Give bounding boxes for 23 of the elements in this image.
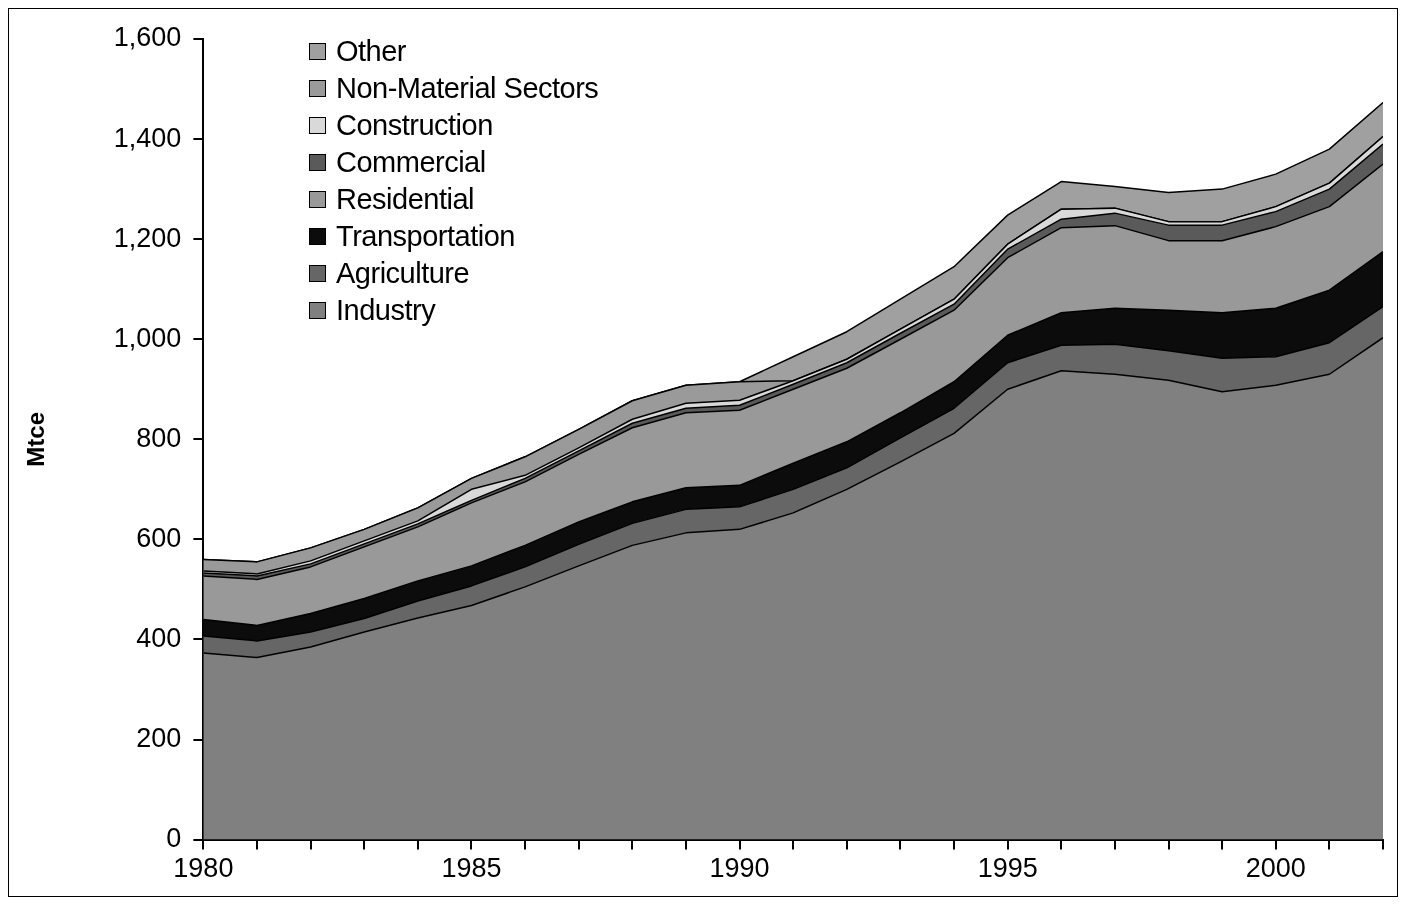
legend-label: Agriculture [336,256,470,291]
y-axis-title: Mtce [22,411,50,467]
y-tick-label: 0 [166,823,182,854]
legend-label: Industry [336,293,436,328]
x-tick-label: 1985 [441,853,502,884]
x-tick-label: 1980 [173,853,234,884]
legend-label: Transportation [336,219,515,254]
y-tick-label: 1,600 [113,22,182,53]
legend-label: Commercial [336,145,486,180]
x-tick-label: 1995 [977,853,1038,884]
legend-label: Construction [336,108,493,143]
y-tick-label: 1,200 [113,222,182,253]
y-tick-label: 1,000 [113,322,182,353]
y-tick-label: 800 [136,422,182,453]
legend-label: Residential [336,182,474,217]
y-tick-label: 1,400 [113,122,182,153]
x-tick-label: 1990 [709,853,770,884]
y-tick-label: 400 [136,622,182,653]
y-tick-label: 200 [136,722,182,753]
legend-label: Other [336,34,407,69]
x-tick-label: 2000 [1245,853,1306,884]
y-tick-label: 600 [136,522,182,553]
legend-label: Non-Material Sectors [336,71,599,106]
